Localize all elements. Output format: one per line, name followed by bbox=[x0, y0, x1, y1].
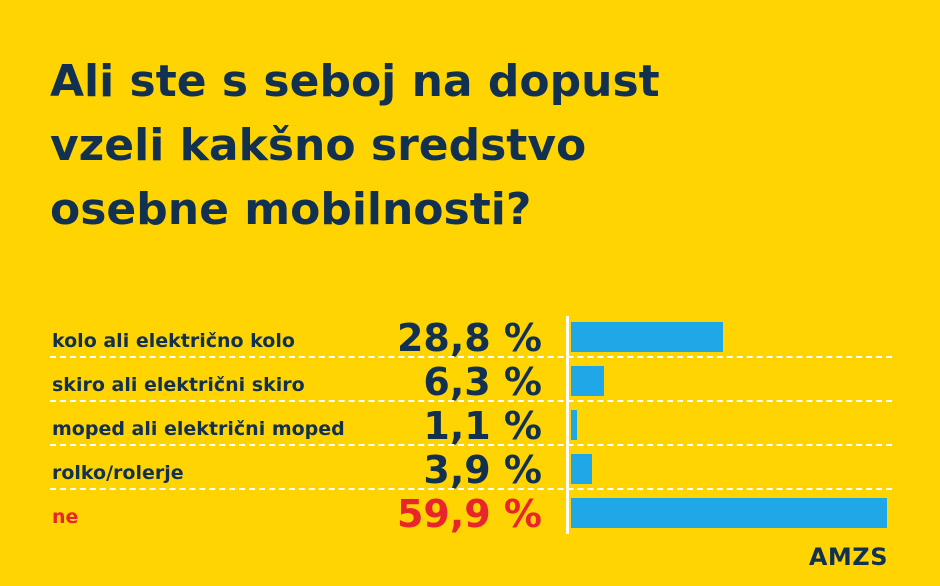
value-label: 59,9 % bbox=[396, 492, 542, 536]
value-label: 6,3 % bbox=[423, 360, 542, 404]
bar-axis-line bbox=[566, 316, 569, 534]
value-label: 3,9 % bbox=[423, 448, 542, 492]
category-label: moped ali električni moped bbox=[52, 418, 345, 440]
category-label: ne bbox=[52, 506, 79, 528]
bar bbox=[571, 498, 888, 528]
bar bbox=[571, 322, 724, 352]
brand-logo: AMZS bbox=[808, 543, 888, 571]
category-label: rolko/rolerje bbox=[52, 462, 184, 484]
category-label: kolo ali električno kolo bbox=[52, 330, 295, 352]
value-label: 28,8 % bbox=[396, 316, 542, 360]
chart-title: Ali ste s seboj na dopust vzeli kakšno s… bbox=[50, 50, 810, 242]
bar bbox=[571, 454, 592, 484]
title-line-1: Ali ste s seboj na dopust bbox=[50, 56, 660, 107]
row-divider bbox=[50, 356, 892, 358]
category-label: skiro ali električni skiro bbox=[52, 374, 305, 396]
row-divider bbox=[50, 400, 892, 402]
row-divider bbox=[50, 444, 892, 446]
title-line-2: vzeli kakšno sredstvo bbox=[50, 120, 587, 171]
value-label: 1,1 % bbox=[423, 404, 542, 448]
row-divider bbox=[50, 488, 892, 490]
bar bbox=[571, 366, 605, 396]
bar bbox=[571, 410, 577, 440]
title-line-3: osebne mobilnosti? bbox=[50, 184, 532, 235]
